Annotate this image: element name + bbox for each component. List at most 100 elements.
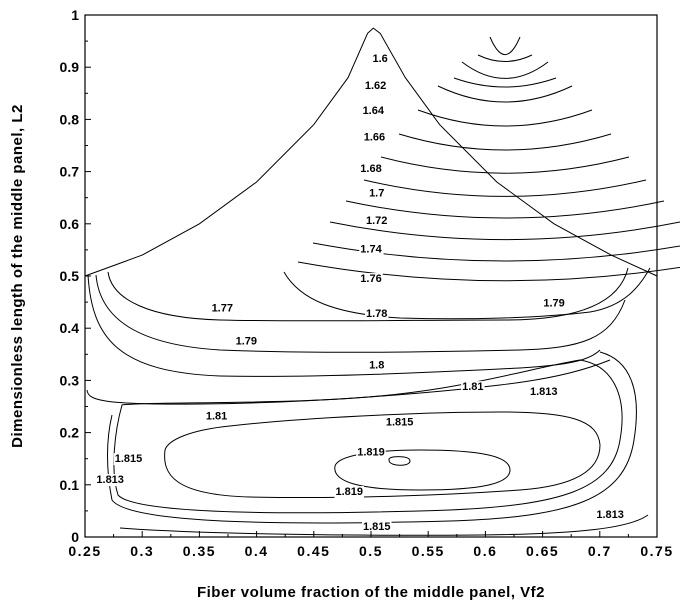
contour-label-background	[528, 385, 559, 398]
contour-label: 1.66	[364, 132, 385, 144]
y-axis-title: Dimensionless length of the middle panel…	[9, 104, 26, 448]
contour-label: 1.819	[357, 446, 385, 458]
contour-label: 1.74	[360, 243, 382, 255]
contour-line	[398, 133, 612, 151]
contour-label-background	[368, 187, 386, 200]
contour-label-background	[595, 509, 625, 522]
contour-line	[388, 456, 411, 466]
x-tick-label: 0.7	[588, 543, 612, 559]
contour-label-background	[95, 474, 125, 487]
contour-label-background	[334, 486, 365, 499]
contour-label-background	[361, 105, 386, 118]
y-tick-label: 0.6	[60, 216, 80, 232]
contour-label-background	[359, 243, 384, 256]
contour-line	[107, 351, 637, 524]
contour-line	[95, 274, 626, 353]
contour-label: 1.7	[369, 187, 384, 199]
contour-label-background	[113, 453, 144, 466]
contour-line	[380, 156, 630, 174]
x-tick-label: 0.55	[412, 543, 445, 559]
contour-label-background	[362, 131, 387, 144]
contour-label-background	[359, 162, 383, 175]
y-tick-label: 0.2	[60, 425, 80, 441]
contour-labels: 1.6 1.62 1.64 1.66 1.68 1.7 1.72 1.74 1.76 1.77 1.…	[95, 52, 625, 534]
contour-line	[345, 200, 665, 219]
x-axis-title: Fiber volume fraction of the middle pane…	[197, 584, 545, 601]
contour-label-background	[234, 335, 259, 348]
contour-line	[283, 267, 651, 320]
y-axis-ticks: 0 0.1 0.2 0.3 0.4 0.5 0.6 0.7 0.8 0.9 1	[60, 7, 91, 545]
contour-label: 1.72	[366, 215, 387, 227]
contour-line	[461, 61, 549, 79]
x-tick-label: 0.3	[130, 543, 154, 559]
contour-label-background	[363, 79, 388, 92]
contour-line	[453, 77, 557, 88]
contour-label-background	[384, 416, 415, 429]
contour-label: 1.815	[386, 417, 414, 429]
y-tick-label: 0.5	[60, 268, 80, 284]
boundary-line	[84, 27, 658, 277]
contour-label: 1.815	[115, 453, 143, 465]
y-tick-label: 0.4	[60, 320, 80, 336]
x-tick-label: 0.65	[526, 543, 559, 559]
contour-label: 1.815	[363, 521, 391, 533]
contour-label-background	[356, 446, 386, 459]
x-axis-ticks: 0.25 0.3 0.35 0.4 0.45 0.5 0.55 0.6 0.65 0.7 0.75	[68, 531, 673, 559]
contour-line	[107, 267, 629, 322]
x-tick-label: 0.35	[183, 543, 216, 559]
contour-label-background	[365, 308, 389, 321]
contour-label: 1.813	[96, 474, 124, 486]
y-tick-label: 0.7	[60, 164, 80, 180]
y-tick-label: 0.9	[60, 59, 80, 75]
contour-line	[489, 36, 521, 56]
y-tick-label: 0.3	[60, 372, 80, 388]
x-tick-label: 0.6	[473, 543, 497, 559]
contour-line	[363, 179, 647, 197]
y-tick-label: 1	[71, 7, 79, 23]
contour-line	[164, 411, 601, 499]
contour-line	[329, 221, 680, 241]
contour-label: 1.76	[360, 273, 381, 285]
contour-label-background	[210, 302, 234, 315]
contour-label: 1.77	[212, 302, 233, 314]
x-tick-label: 0.4	[245, 543, 269, 559]
contour-label: 1.64	[363, 105, 385, 117]
x-tick-label: 0.25	[68, 543, 101, 559]
contour-label: 1.62	[365, 80, 386, 92]
y-tick-label: 0.8	[60, 111, 80, 127]
contour-label: 1.78	[366, 308, 387, 320]
x-tick-label: 0.75	[640, 543, 673, 559]
contour-label-background	[371, 52, 389, 65]
x-tick-label: 0.45	[297, 543, 330, 559]
contour-line	[297, 261, 680, 282]
contour-line	[334, 449, 511, 491]
contour-label-background	[204, 410, 229, 423]
contour-label-background	[361, 521, 392, 534]
contour-label: 1.81	[462, 381, 483, 393]
y-tick-label: 0.1	[60, 477, 80, 493]
contour-label: 1.819	[335, 486, 363, 498]
y-tick-label: 0	[71, 529, 79, 545]
contour-label: 1.79	[543, 298, 564, 310]
contour-line	[113, 359, 623, 514]
contour-label-background	[365, 215, 389, 228]
contour-label-background	[359, 273, 383, 286]
contour-label-background	[461, 381, 485, 394]
contour-line	[477, 54, 533, 62]
contour-label: 1.8	[369, 360, 384, 372]
contour-label: 1.68	[360, 163, 381, 175]
contour-label: 1.813	[530, 386, 558, 398]
x-tick-label: 0.5	[359, 543, 383, 559]
contour-lines	[86, 36, 680, 536]
contour-label: 1.81	[206, 410, 227, 422]
contour-label: 1.79	[236, 336, 257, 348]
contour-line	[87, 274, 601, 377]
contour-label-background	[368, 359, 386, 372]
contour-label-background	[542, 297, 566, 310]
contour-line	[417, 109, 593, 127]
contour-label: 1.813	[596, 509, 624, 521]
domain-boundary	[84, 27, 658, 277]
contour-label: 1.6	[373, 53, 388, 65]
contour-line	[437, 85, 573, 103]
